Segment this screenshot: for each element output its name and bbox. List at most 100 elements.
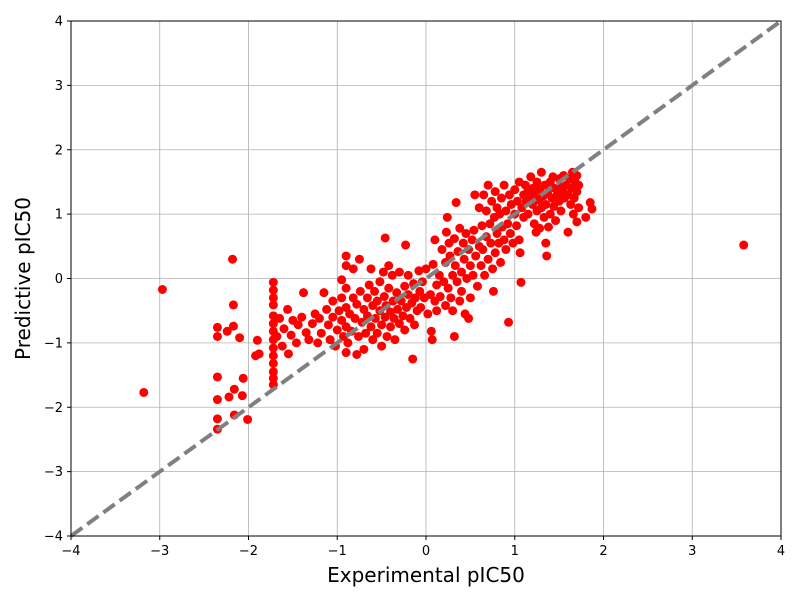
data-point — [437, 245, 447, 255]
data-point — [543, 222, 553, 232]
data-point — [400, 281, 410, 291]
data-point — [510, 185, 520, 195]
x-tick-label: −1 — [328, 544, 347, 559]
data-point — [496, 193, 506, 203]
data-point — [478, 245, 488, 255]
data-point — [455, 223, 465, 233]
data-point — [328, 296, 338, 306]
data-point — [568, 209, 578, 219]
data-point — [496, 257, 506, 267]
data-point — [293, 320, 303, 330]
y-tick-label: −1 — [44, 336, 63, 351]
data-point — [581, 212, 591, 222]
data-point — [435, 292, 445, 302]
data-point — [272, 331, 282, 341]
data-point — [410, 293, 420, 303]
data-point — [465, 261, 475, 271]
data-point — [384, 283, 394, 293]
data-point — [372, 296, 382, 306]
data-point — [405, 313, 415, 323]
data-point — [222, 326, 232, 336]
data-point — [472, 281, 482, 291]
data-point — [483, 254, 493, 264]
data-point — [341, 348, 351, 358]
data-point — [470, 190, 480, 200]
data-point — [283, 349, 293, 359]
data-point — [291, 338, 301, 348]
data-point — [532, 177, 542, 187]
data-point — [337, 315, 347, 325]
data-point — [304, 335, 314, 345]
data-point — [516, 277, 526, 287]
data-point — [398, 311, 408, 321]
y-tick-label: −4 — [44, 530, 63, 545]
data-point — [370, 286, 380, 296]
data-point — [268, 277, 278, 287]
data-point — [379, 292, 389, 302]
data-point — [343, 338, 353, 348]
data-point — [254, 349, 264, 359]
data-point — [541, 238, 551, 248]
data-point — [341, 261, 351, 271]
data-point — [139, 387, 149, 397]
data-point — [488, 264, 498, 274]
data-point — [375, 277, 385, 287]
data-point — [471, 251, 481, 261]
data-point — [401, 240, 411, 250]
data-point — [512, 221, 522, 231]
data-point — [354, 254, 364, 264]
data-point — [237, 391, 247, 401]
data-point — [542, 251, 552, 261]
data-point — [286, 330, 296, 340]
data-point — [338, 331, 348, 341]
data-point — [469, 225, 479, 235]
data-point — [572, 171, 582, 180]
data-point — [352, 299, 362, 309]
data-point — [512, 196, 522, 206]
x-tick-label: −2 — [239, 544, 258, 559]
data-point — [457, 267, 466, 277]
data-point — [332, 325, 342, 335]
data-point — [541, 199, 551, 209]
data-point — [377, 341, 387, 351]
x-tick-labels: −4 −3 −2 −1 0 1 2 3 4 — [61, 544, 785, 559]
data-point — [457, 286, 466, 296]
data-point — [368, 335, 378, 345]
data-point — [384, 261, 394, 271]
data-point — [504, 317, 514, 327]
data-point — [228, 321, 238, 331]
data-point — [275, 313, 285, 323]
data-point — [212, 372, 222, 382]
y-tick-label: 0 — [55, 272, 63, 287]
data-point — [488, 286, 498, 296]
data-point — [446, 293, 456, 303]
data-point — [394, 319, 404, 329]
data-point — [490, 187, 500, 197]
data-point — [490, 248, 500, 258]
data-point — [505, 228, 515, 238]
data-point — [268, 343, 278, 353]
data-point — [563, 227, 573, 237]
data-point — [464, 313, 474, 323]
reference-line — [69, 19, 783, 538]
data-point — [425, 290, 435, 300]
data-point — [455, 296, 465, 306]
data-point — [414, 266, 424, 276]
data-point — [449, 234, 459, 244]
data-point — [268, 373, 278, 383]
data-point — [362, 293, 372, 303]
y-axis-title: Predictive pIC50 — [11, 197, 35, 360]
data-point — [359, 344, 369, 354]
data-point — [229, 384, 239, 394]
data-point — [492, 228, 502, 238]
data-point — [366, 322, 376, 332]
data-point — [439, 277, 449, 287]
data-point — [452, 277, 462, 287]
y-tick-labels: −4 −3 −2 −1 0 1 2 3 4 — [44, 15, 63, 545]
data-point — [556, 206, 566, 216]
data-point — [323, 320, 333, 330]
y-tick-label: 4 — [55, 15, 63, 30]
data-point — [430, 235, 440, 245]
data-point — [355, 286, 365, 296]
data-point — [325, 335, 335, 345]
